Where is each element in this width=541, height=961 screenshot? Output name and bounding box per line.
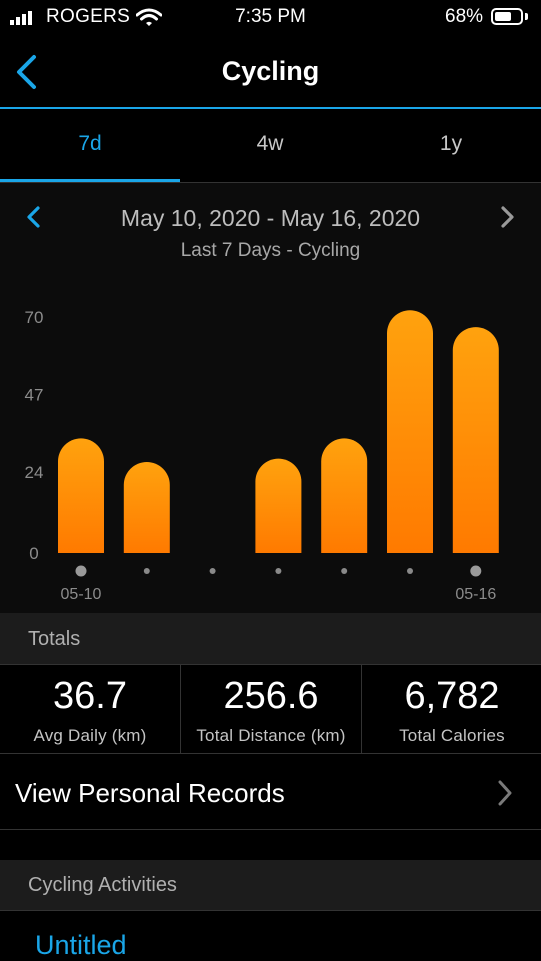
stat-label: Total Distance (km) [196,726,346,745]
totals-label: Totals [28,628,81,650]
wifi-icon [136,8,162,26]
chart-bar [387,310,433,553]
stat-total-calories: 6,782 Total Calories [362,665,541,753]
chart-bar [123,461,170,553]
status-time: 7:35 PM [235,6,306,27]
activities-label: Cycling Activities [28,874,177,896]
y-tick-label: 24 [25,463,44,482]
period-tabs: 7d 4w 1y [0,109,541,182]
divider [0,753,541,754]
y-tick-label: 47 [25,386,44,405]
chevron-right-icon [498,780,512,806]
battery-level [495,12,511,21]
totals-header [0,613,541,664]
page-title: Cycling [221,56,320,86]
chart-bar [255,458,302,553]
date-range: May 10, 2020 - May 16, 2020 [120,205,421,231]
range-subtitle: Last 7 Days - Cycling [180,240,361,261]
battery-percent: 68% [445,6,484,27]
stat-value: 36.7 [53,675,127,717]
activity-item-link[interactable]: Untitled [35,930,127,960]
x-tick-dot [209,568,216,574]
carrier-name: ROGERS [46,6,131,27]
divider [180,665,181,753]
tab-7d[interactable]: 7d [78,132,102,155]
divider [361,665,362,753]
stat-label: Total Calories [399,726,505,745]
header-divider [0,107,541,109]
cycling-bar-chart: 0 24 47 70 05-10 05-16 [25,308,499,603]
x-tick-dot [341,568,348,574]
stat-total-distance: 256.6 Total Distance (km) [181,665,361,753]
x-tick-dot [407,568,413,574]
view-personal-records-label: View Personal Records [15,778,285,808]
chart-bar [452,327,499,553]
chevron-left-icon[interactable] [12,54,42,90]
x-tick-dot [275,568,282,574]
x-tick-dot [75,565,87,577]
y-tick-label: 0 [29,544,38,563]
cellular-signal-icon [10,11,32,25]
stat-value: 6,782 [404,675,500,717]
previous-range-icon[interactable] [22,203,46,231]
x-tick-dot [470,565,482,577]
divider [0,829,541,830]
tab-1y[interactable]: 1y [439,132,463,155]
y-tick-label: 70 [25,308,44,327]
stat-label: Avg Daily (km) [33,726,147,745]
x-tick-dot [143,568,150,574]
stat-avg-daily: 36.7 Avg Daily (km) [0,665,180,753]
battery-icon [491,8,523,25]
chart-bar [321,438,368,553]
divider [0,664,541,665]
active-tab-indicator [0,179,180,182]
x-tick-label: 05-10 [61,586,102,603]
activities-header [0,860,541,910]
battery-tip [525,13,528,20]
stat-value: 256.6 [223,675,319,717]
x-tick-label: 05-16 [455,586,496,603]
tabs-divider [0,182,541,183]
divider [0,910,541,911]
status-bar: ROGERS 7:35 PM 68% [0,0,541,36]
next-range-icon[interactable] [495,203,519,231]
tab-4w[interactable]: 4w [256,132,284,155]
chart-bar [58,438,104,553]
